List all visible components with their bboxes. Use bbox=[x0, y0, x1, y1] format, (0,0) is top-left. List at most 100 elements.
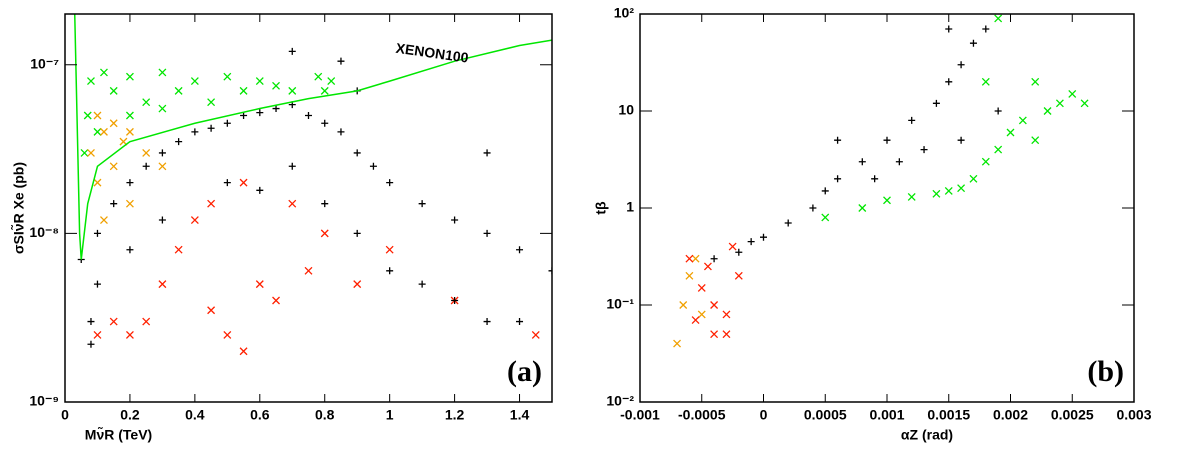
scatter-point bbox=[710, 330, 719, 339]
scatter-point bbox=[483, 318, 491, 326]
scatter-point bbox=[747, 238, 755, 246]
scatter-point bbox=[223, 119, 231, 127]
panel-label: (b) bbox=[1087, 355, 1124, 388]
panel-label: (a) bbox=[507, 355, 542, 388]
scatter-point bbox=[685, 254, 694, 263]
scatter-point bbox=[190, 77, 199, 86]
plot-frame bbox=[639, 13, 1135, 403]
scatter-point bbox=[760, 233, 767, 241]
scatter-point bbox=[239, 86, 248, 95]
scatter-point bbox=[109, 162, 118, 171]
scatter-point bbox=[981, 77, 990, 86]
scatter-point bbox=[697, 283, 706, 292]
scatter-point bbox=[710, 255, 718, 263]
scatter-point bbox=[109, 86, 118, 95]
scatter-point bbox=[697, 310, 706, 319]
scatter-point bbox=[256, 186, 264, 194]
x-tick-label: -0.001 bbox=[620, 407, 660, 423]
scatter-point bbox=[679, 301, 688, 309]
scatter-point bbox=[125, 111, 134, 120]
scatter-point bbox=[957, 136, 965, 144]
scatter-point bbox=[703, 262, 712, 271]
x-tick-label: 0.4 bbox=[185, 407, 205, 423]
x-axis-label: Mν̃R (TeV) bbox=[85, 426, 152, 443]
scatter-point bbox=[920, 146, 928, 154]
scatter-point bbox=[944, 186, 953, 195]
x-tick-label: 0 bbox=[760, 407, 768, 423]
scatter-point bbox=[1031, 136, 1040, 145]
scatter-point bbox=[418, 280, 426, 288]
scatter-point bbox=[239, 347, 248, 356]
scatter-point bbox=[821, 213, 830, 222]
scatter-point bbox=[369, 162, 377, 170]
scatter-point bbox=[109, 317, 118, 326]
y-tick-label: 10⁻¹ bbox=[606, 296, 634, 312]
scatter-point bbox=[981, 157, 990, 166]
scatter-point bbox=[516, 318, 524, 326]
scatter-point bbox=[735, 248, 743, 256]
scatter-point bbox=[673, 339, 682, 348]
x-tick-label: 0.0005 bbox=[804, 407, 847, 423]
scatter-point bbox=[190, 216, 199, 224]
scatter-point bbox=[175, 138, 183, 146]
scatter-point bbox=[969, 39, 977, 47]
scatter-point bbox=[109, 119, 118, 128]
scatter-point bbox=[883, 136, 891, 144]
scatter-point bbox=[722, 330, 731, 339]
x-tick-label: 0.003 bbox=[1116, 407, 1151, 423]
scatter-point bbox=[321, 200, 329, 208]
x-tick-label: 1 bbox=[386, 407, 394, 423]
scatter-point bbox=[945, 25, 953, 33]
annotation: XENON100 bbox=[395, 40, 470, 66]
scatter-point bbox=[834, 175, 842, 183]
x-tick-label: 0.0015 bbox=[927, 407, 970, 423]
y-tick-label: 10² bbox=[614, 5, 635, 21]
scatter-point bbox=[158, 162, 167, 171]
scatter-point bbox=[821, 187, 829, 195]
scatter-point bbox=[288, 47, 296, 55]
scatter-point bbox=[288, 86, 297, 95]
scatter-point bbox=[969, 174, 978, 183]
x-tick-label: 0.6 bbox=[250, 407, 270, 423]
y-tick-label: 10⁻⁷ bbox=[30, 55, 59, 71]
x-axis-label: αZ (rad) bbox=[901, 427, 953, 443]
scatter-point bbox=[385, 245, 394, 254]
scatter-point bbox=[142, 162, 150, 170]
plot-panel: 0 0.2 0.4 0.6 0.8 1 1.2 1.4 10⁻⁹ 10⁻⁸ 10⁻⁷ Mν̃R (Te… bbox=[10, 13, 553, 443]
scatter-point bbox=[945, 78, 953, 86]
scatter-point bbox=[1006, 128, 1015, 137]
x-tick-label: 0.002 bbox=[993, 407, 1028, 423]
scatter-point bbox=[994, 145, 1003, 154]
scatter-point bbox=[327, 77, 336, 86]
scatter-point bbox=[174, 245, 183, 254]
scatter-point bbox=[272, 81, 280, 90]
scatter-point bbox=[126, 246, 134, 254]
scatter-point bbox=[728, 242, 737, 251]
scatter-point bbox=[93, 280, 101, 288]
plot-panel: -0.001 -0.0005 0 0.0005 0.001 0.0015 0.002 0.00… bbox=[593, 5, 1152, 443]
scatter-point bbox=[895, 158, 903, 166]
scatter-point bbox=[685, 271, 694, 280]
scatter-point bbox=[126, 179, 134, 187]
x-tick-label: -0.0005 bbox=[678, 407, 726, 423]
scatter-point bbox=[908, 116, 916, 124]
scatter-point bbox=[314, 72, 323, 81]
x-tick-label: 0 bbox=[61, 407, 69, 423]
scatter-point bbox=[320, 86, 329, 95]
scatter-point bbox=[255, 280, 264, 289]
x-tick-label: 0.2 bbox=[120, 407, 140, 423]
scatter-point bbox=[288, 199, 297, 208]
y-tick-label: 10⁻⁹ bbox=[29, 393, 59, 409]
scatter-point bbox=[691, 316, 700, 324]
scatter-point bbox=[93, 111, 102, 120]
scatter-point bbox=[174, 86, 183, 95]
scatter-point bbox=[1031, 77, 1040, 86]
scatter-point bbox=[207, 199, 216, 208]
scatter-point bbox=[957, 61, 965, 69]
y-tick-label: 1 bbox=[626, 199, 634, 215]
scatter-point bbox=[87, 318, 95, 326]
scatter-point bbox=[982, 25, 990, 33]
scatter-point bbox=[883, 196, 891, 205]
scatter-point bbox=[1080, 99, 1089, 108]
